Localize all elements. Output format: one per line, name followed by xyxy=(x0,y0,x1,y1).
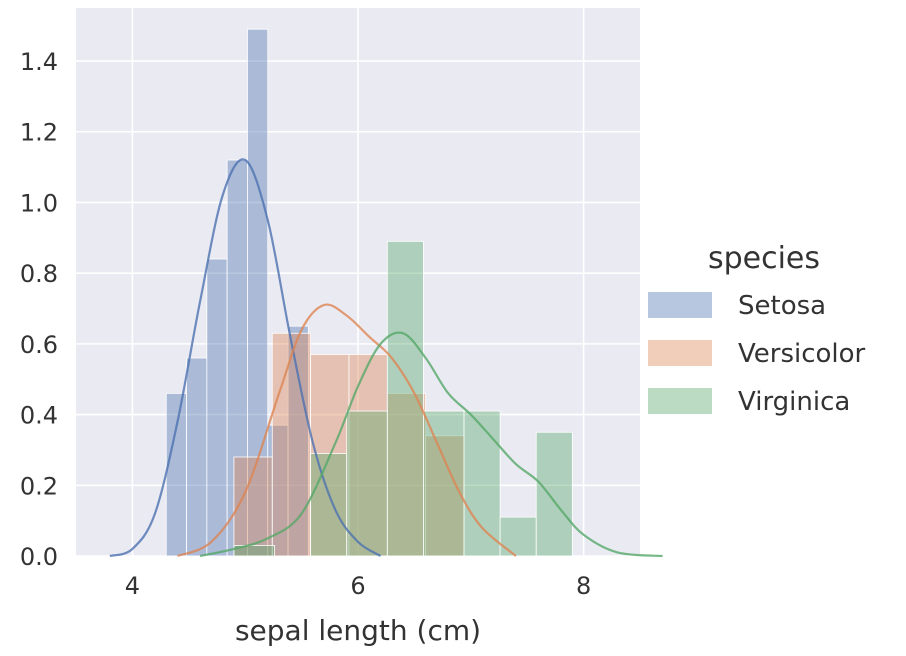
x-tick-label: 4 xyxy=(125,572,140,600)
legend: species Setosa Versicolor Virginica xyxy=(648,241,866,417)
y-axis-ticks: 0.0 0.2 0.4 0.6 0.8 1.0 1.2 1.4 xyxy=(20,48,58,571)
legend-label-versicolor: Versicolor xyxy=(738,339,866,369)
kde-curve-setosa xyxy=(109,158,382,558)
histogram-bar-setosa xyxy=(186,357,208,557)
y-tick-label: 1.4 xyxy=(20,48,58,76)
legend-label-setosa: Setosa xyxy=(738,291,826,321)
kde-curve-versicolor xyxy=(177,303,517,558)
histogram-bar-versicolor xyxy=(348,354,388,557)
y-tick-label: 0.6 xyxy=(20,331,58,359)
histogram-bar-virginica xyxy=(463,410,501,557)
legend-swatch-setosa xyxy=(648,292,712,318)
kde-curve-virginica xyxy=(199,331,663,558)
histogram-bar-virginica xyxy=(233,544,275,557)
y-tick-label: 1.0 xyxy=(20,189,58,217)
y-tick-label: 1.2 xyxy=(20,119,58,147)
histogram-bar-virginica xyxy=(423,410,465,557)
grid-lines xyxy=(76,8,640,557)
legend-swatch-virginica xyxy=(648,388,712,414)
legend-swatch-versicolor xyxy=(648,340,712,366)
histogram-bar-virginica xyxy=(310,453,348,557)
histogram-bar-virginica xyxy=(535,431,573,557)
histogram-bar-virginica xyxy=(346,410,388,557)
legend-label-virginica: Virginica xyxy=(738,387,850,417)
x-tick-label: 6 xyxy=(350,572,365,600)
kde-curves xyxy=(109,158,663,558)
x-axis-ticks: 4 6 8 xyxy=(125,572,591,600)
histogram-bar-versicolor xyxy=(271,332,312,557)
y-tick-label: 0.4 xyxy=(20,402,58,430)
histogram-bar-virginica xyxy=(499,516,537,557)
histogram-bar-setosa xyxy=(165,392,187,557)
x-axis-label: sepal length (cm) xyxy=(235,614,481,647)
histogram-bar-versicolor xyxy=(386,392,427,557)
x-tick-label: 8 xyxy=(576,572,591,600)
y-tick-label: 0.2 xyxy=(20,472,58,500)
histogram-bar-setosa xyxy=(206,258,228,557)
y-tick-label: 0.0 xyxy=(20,543,58,571)
legend-title: species xyxy=(708,241,820,276)
y-tick-label: 0.8 xyxy=(20,260,58,288)
